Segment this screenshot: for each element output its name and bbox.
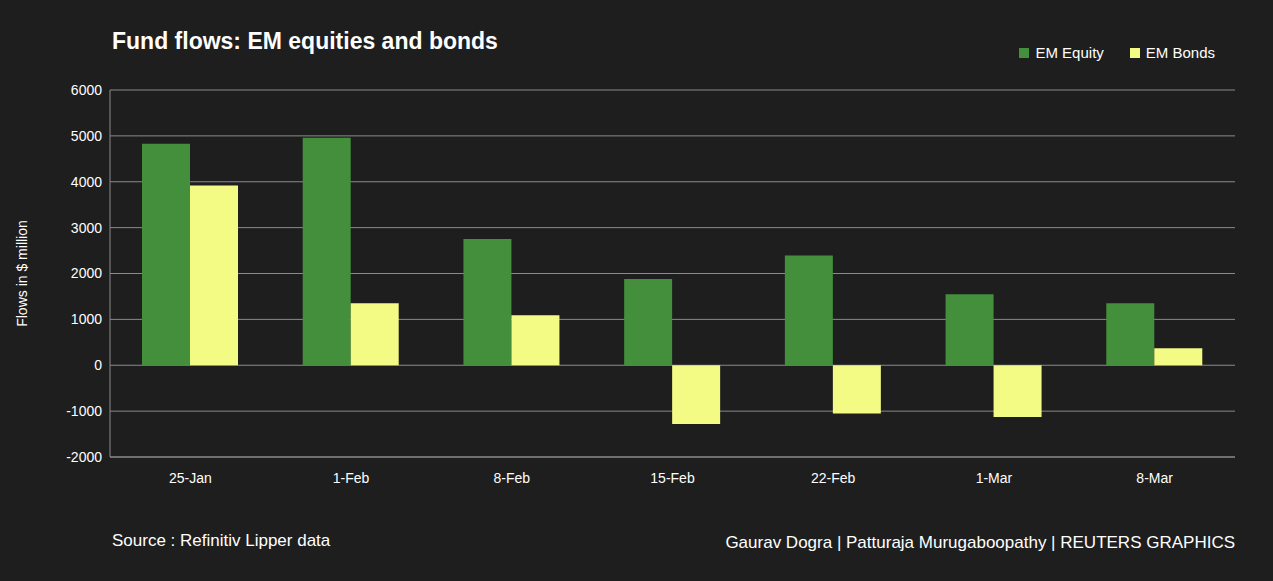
svg-text:5000: 5000 bbox=[71, 128, 102, 144]
html-text:Gaurav Dogra | Patturaja Murug: Gaurav Dogra | Patturaja Murugaboopathy … bbox=[725, 533, 1235, 552]
svg-text:3000: 3000 bbox=[71, 220, 102, 236]
svg-text:1000: 1000 bbox=[71, 311, 102, 327]
svg-text:-1000: -1000 bbox=[66, 403, 102, 419]
html-text:EM Bonds: EM Bonds bbox=[1145, 44, 1215, 61]
html-text:Fund flows: EM equities and bo: Fund flows: EM equities and bonds bbox=[112, 28, 498, 54]
svg-text:1-Mar: 1-Mar bbox=[976, 470, 1013, 486]
svg-text:15-Feb: 15-Feb bbox=[650, 470, 695, 486]
svg-text:1-Feb: 1-Feb bbox=[333, 470, 370, 486]
svg-text:6000: 6000 bbox=[71, 82, 102, 98]
svg-text:8-Feb: 8-Feb bbox=[493, 470, 530, 486]
svg-text:Flows in $ million: Flows in $ million bbox=[14, 220, 30, 327]
svg-text:25-Jan: 25-Jan bbox=[169, 470, 212, 486]
svg-text:-2000: -2000 bbox=[66, 449, 102, 465]
svg-text:0: 0 bbox=[94, 357, 102, 373]
svg-text:8-Mar: 8-Mar bbox=[1136, 470, 1173, 486]
html-text:Source : Refinitiv Lipper data: Source : Refinitiv Lipper data bbox=[112, 531, 331, 550]
svg-text:22-Feb: 22-Feb bbox=[811, 470, 856, 486]
html-text:EM Equity: EM Equity bbox=[1035, 44, 1104, 61]
svg-text:2000: 2000 bbox=[71, 265, 102, 281]
svg-text:4000: 4000 bbox=[71, 174, 102, 190]
